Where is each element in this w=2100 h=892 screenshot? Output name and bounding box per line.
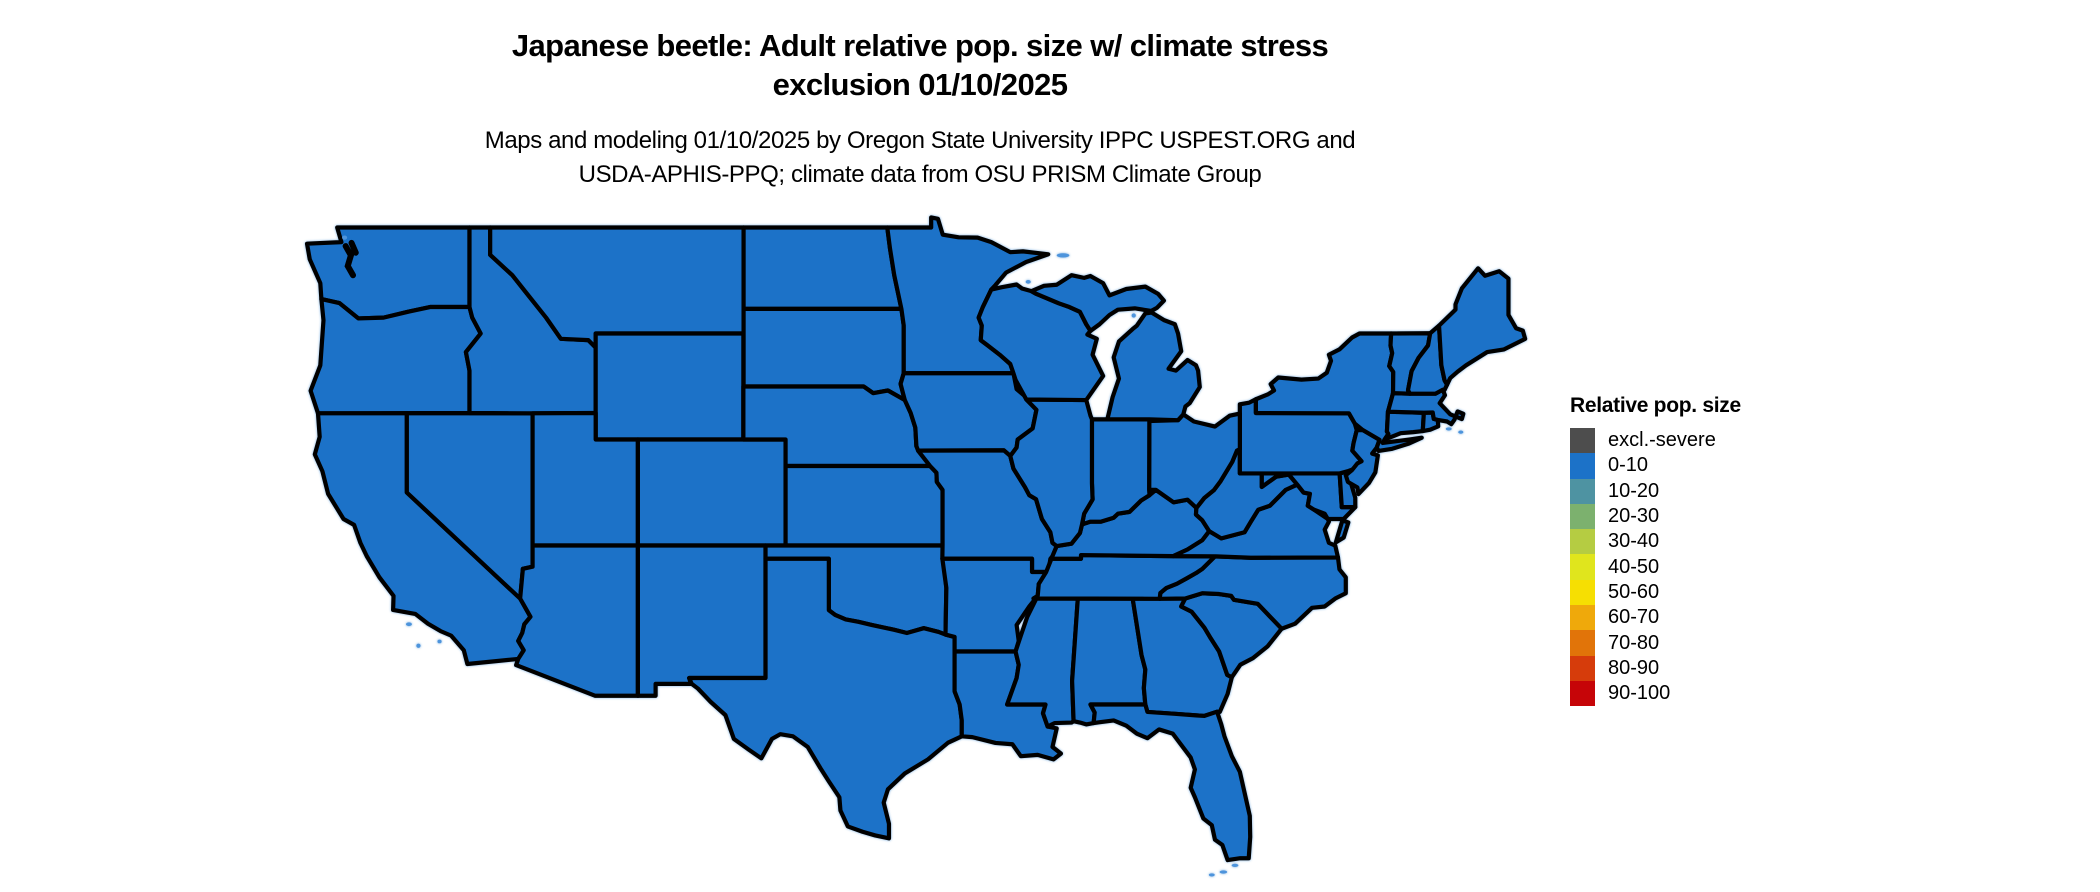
legend-label: 0-10: [1608, 454, 1649, 477]
legend-item-60-70: 60-70: [1570, 605, 1830, 631]
state-virginia-eastern-shore: [1336, 520, 1348, 542]
map-title-line1: Japanese beetle: Adult relative pop. siz…: [511, 28, 1329, 63]
us-map: [295, 205, 1545, 885]
legend-item-70-80: 70-80: [1570, 630, 1830, 656]
island-marthas-vineyard: [1445, 427, 1452, 431]
state-maine: [1439, 268, 1525, 384]
state-colorado: [638, 440, 786, 546]
legend-swatch-70-80: [1570, 630, 1595, 656]
legend-swatch-excl-severe: [1570, 428, 1595, 454]
state-ohio: [1149, 414, 1240, 508]
us-map-svg: [295, 205, 1545, 885]
island-channel-1: [405, 622, 412, 627]
state-new-jersey: [1346, 430, 1380, 494]
legend-label: 80-90: [1608, 656, 1660, 679]
legend-swatch-10-20: [1570, 478, 1595, 504]
map-title-line2: exclusion 01/10/2025: [772, 67, 1068, 102]
state-illinois: [1010, 400, 1092, 547]
map-title: Japanese beetle: Adult relative pop. siz…: [0, 26, 1840, 104]
legend-item-20-30: 20-30: [1570, 503, 1830, 530]
legend-swatch-80-90: [1570, 655, 1595, 681]
island-florida-keys-3: [1208, 873, 1215, 877]
state-connecticut: [1385, 412, 1424, 440]
state-wyoming: [596, 334, 744, 440]
state-texas: [689, 559, 962, 839]
state-arkansas: [942, 559, 1048, 652]
legend-swatch-40-50: [1570, 554, 1595, 580]
legend-label: 50-60: [1608, 580, 1660, 603]
legend-label: 10-20: [1608, 479, 1660, 502]
legend-item-10-20: 10-20: [1570, 478, 1830, 504]
legend-item-30-40: 30-40: [1570, 529, 1830, 555]
state-north-dakota: [744, 228, 902, 309]
puget-sound-inlets: [346, 243, 356, 275]
legend-item-excl-severe: excl.-severe: [1570, 428, 1830, 454]
island-nantucket: [1458, 430, 1464, 434]
island-channel-3: [437, 639, 442, 644]
legend-label: 90-100: [1608, 682, 1671, 705]
state-kansas: [786, 466, 943, 546]
legend-item-40-50: 40-50: [1570, 554, 1830, 580]
state-arizona: [516, 546, 638, 696]
legend-label: 40-50: [1608, 555, 1660, 578]
island-beaver: [1131, 313, 1136, 318]
state-michigan-lower: [1107, 313, 1199, 421]
legend-label: 70-80: [1608, 631, 1660, 654]
legend-label: 60-70: [1608, 606, 1660, 629]
legend-item-80-90: 80-90: [1570, 655, 1830, 681]
island-florida-keys-2: [1219, 870, 1228, 874]
legend-swatch-90-100: [1570, 680, 1595, 707]
map-credits-line1: Maps and modeling 01/10/2025 by Oregon S…: [484, 127, 1356, 154]
legend-swatch-60-70: [1570, 605, 1595, 631]
map-credits-line2: USDA-APHIS-PPQ; climate data from OSU PR…: [578, 161, 1262, 188]
legend-swatch-50-60: [1570, 579, 1595, 606]
state-florida: [1090, 705, 1250, 861]
legend-swatch-20-30: [1570, 503, 1595, 530]
state-michigan-upper: [1031, 275, 1164, 331]
legend: Relative pop. size excl.-severe 0-10 10-…: [1570, 394, 1830, 707]
map-credits: Maps and modeling 01/10/2025 by Oregon S…: [0, 124, 1840, 192]
legend-item-0-10: 0-10: [1570, 453, 1830, 479]
island-apostle: [1025, 279, 1031, 284]
legend-swatch-30-40: [1570, 529, 1595, 555]
legend-swatch-0-10: [1570, 453, 1595, 479]
state-new-mexico: [638, 546, 766, 696]
legend-item-90-100: 90-100: [1570, 680, 1830, 707]
island-isle-royale: [1056, 253, 1070, 258]
island-san-juan: [342, 235, 348, 240]
island-florida-keys-1: [1231, 863, 1239, 867]
legend-label: 20-30: [1608, 505, 1660, 528]
states-layer: [307, 217, 1525, 860]
island-channel-2: [416, 643, 421, 648]
legend-label: 30-40: [1608, 530, 1660, 553]
state-oregon: [311, 299, 481, 413]
legend-title: Relative pop. size: [1570, 394, 1741, 417]
legend-item-50-60: 50-60: [1570, 579, 1830, 606]
legend-label: excl.-severe: [1608, 429, 1716, 452]
